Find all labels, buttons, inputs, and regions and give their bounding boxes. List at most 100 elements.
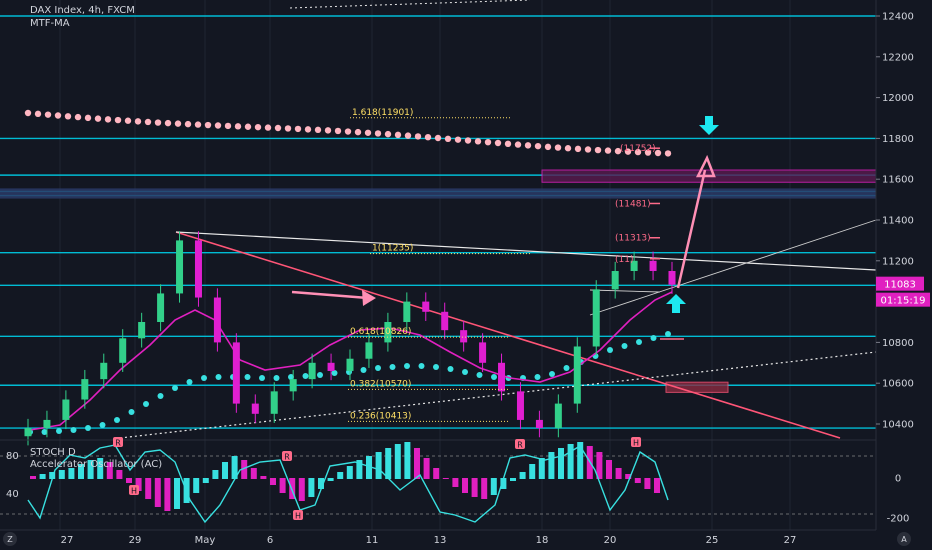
ac-bar: [164, 478, 171, 511]
current-price-label: 11083: [884, 280, 916, 291]
demand-zone: [665, 381, 729, 393]
ma-pink-dot: [524, 142, 532, 149]
ac-bar: [97, 458, 104, 479]
candle-body: [649, 260, 657, 271]
ma-pink-dot: [514, 141, 522, 148]
ma-pink-dot: [484, 138, 492, 146]
ac-bar: [414, 448, 420, 479]
ma-cyan-dot: [650, 335, 657, 341]
time-tick-label: 18: [536, 535, 549, 546]
oscillator-pane: R H R H R H: [0, 437, 932, 524]
ac-bar: [423, 458, 430, 479]
ma-pink-dot: [654, 149, 662, 157]
countdown-tag: [876, 292, 930, 307]
ma-cyan-dot: [201, 375, 207, 381]
ac-bar: [298, 478, 305, 501]
osc-left-tick: 80: [6, 451, 19, 462]
candle-body: [403, 301, 411, 322]
ma-cyan-dot: [114, 417, 120, 423]
fib-levels: 1.618(11901) 1(11235) 0.618(10826) 0.382(10…: [348, 108, 532, 422]
ac-bar: [548, 452, 555, 479]
ma-pink-dot: [254, 123, 262, 131]
ma-pink-dot: [424, 133, 432, 141]
ac-bar: [116, 470, 123, 479]
cyan-down-arrow-shaft: [705, 116, 713, 126]
stoch-line: [27, 444, 669, 524]
ma-pink-dot: [664, 150, 672, 157]
ma-cyan-dot: [462, 369, 468, 375]
ac-bar: [596, 452, 603, 479]
ma-pink-dot: [614, 147, 622, 155]
time-tick-label: 20: [604, 535, 617, 546]
ma-pink-dot: [84, 114, 92, 122]
ac-bar: [538, 458, 545, 479]
candle-body: [43, 419, 51, 429]
ac-bar: [193, 478, 200, 493]
ac-bar: [289, 478, 296, 499]
ac-bar: [202, 478, 209, 483]
ac-bar: [145, 478, 152, 499]
ac-bar: [385, 448, 392, 479]
ac-bar: [68, 468, 75, 479]
ma-cyan-dot: [215, 374, 222, 380]
price-tick-label: 11400: [882, 216, 914, 227]
ma-pink-dot: [64, 113, 72, 120]
ac-bar: [500, 478, 507, 489]
candle-body: [251, 403, 259, 414]
ma-cyan-dot: [331, 370, 338, 376]
cyan-up-arrow-shaft: [672, 303, 680, 313]
ma-cyan-dot: [143, 401, 149, 407]
ma-cyan-dot: [360, 367, 367, 373]
marker-box: [631, 437, 641, 447]
candle-body: [592, 289, 600, 347]
ma-pink-dot: [464, 137, 472, 144]
ma-pink-dot: [574, 145, 582, 153]
time-tick-label: 13: [434, 535, 447, 546]
ma-cyan-dot: [157, 393, 164, 399]
ac-bar: [462, 478, 468, 493]
ma-pink-dot: [164, 119, 172, 127]
ma-pink-dot: [294, 125, 302, 133]
candle-body: [194, 240, 202, 298]
ma-pink-dot: [24, 109, 32, 117]
time-tick-label: 6: [267, 535, 273, 546]
ac-bar: [481, 478, 488, 499]
ma-pink-dot: [554, 144, 562, 151]
ma-pink-dot: [364, 129, 372, 136]
ac-bar: [279, 478, 286, 493]
ac-bar: [318, 478, 324, 489]
fib-label: 0.236(10413): [350, 411, 411, 421]
candle-body: [24, 428, 32, 437]
price-tick-label: 10600: [882, 379, 914, 390]
ma-pink-dot: [474, 138, 482, 145]
marker-label: R: [284, 453, 290, 462]
channel-line-upper: [589, 219, 877, 316]
candle-body: [176, 240, 184, 294]
ac-bar: [366, 456, 372, 479]
candle-body: [289, 379, 297, 392]
ac-bar: [654, 478, 660, 493]
ma-cyan-dot: [534, 374, 541, 380]
ma-pink-dot: [604, 147, 612, 154]
candle-body: [62, 399, 70, 420]
target-label: (11752): [620, 144, 656, 154]
ma-cyan-dot: [186, 379, 193, 385]
dotted-top: [289, 0, 531, 9]
corner-left-button: [3, 532, 17, 546]
symbol-title: DAX Index, 4h, FXCM: [30, 5, 135, 16]
ma-pink-dot: [224, 122, 232, 130]
ac-bar: [154, 478, 161, 507]
ma-pink-dot: [44, 111, 52, 118]
fib-label: 0.618(10826): [350, 327, 411, 337]
ma-pink-dot: [564, 145, 572, 152]
candle-body: [630, 260, 638, 271]
ma-pink-dot: [104, 116, 112, 123]
target-label: (11): [615, 255, 633, 265]
ma-cyan-dot: [128, 409, 135, 415]
cyan-up-arrow: [666, 294, 686, 304]
price-tick-label: 12000: [882, 93, 914, 104]
ac-bar: [529, 464, 536, 479]
time-axis-bg: [0, 530, 932, 550]
